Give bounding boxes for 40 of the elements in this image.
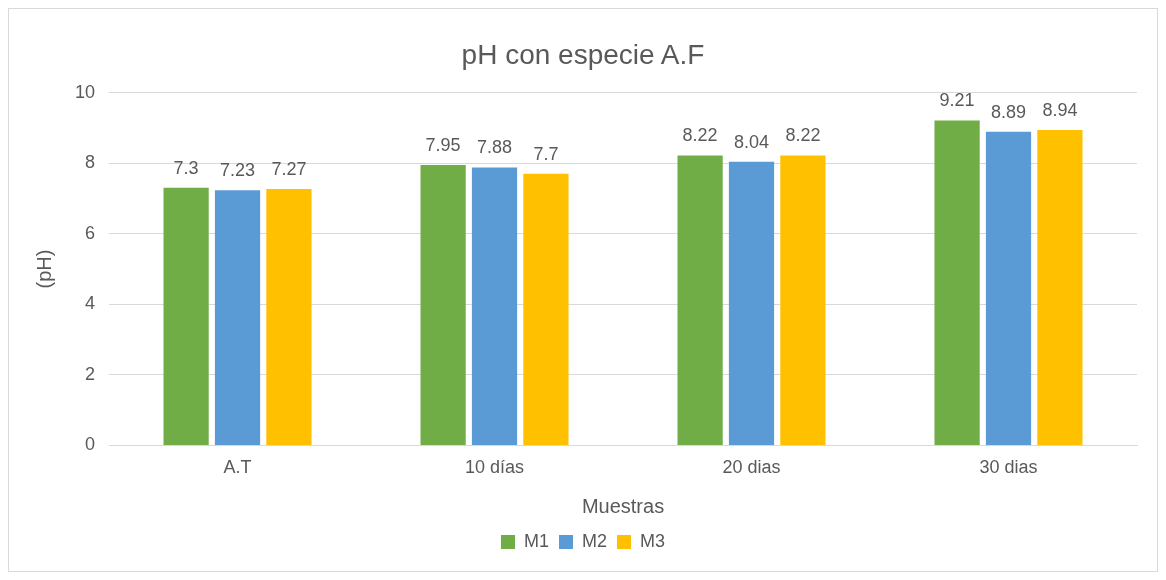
data-label: 7.23: [220, 160, 256, 181]
x-axis-title: Muestras: [581, 494, 665, 517]
bar: [163, 187, 209, 445]
bar: [934, 120, 980, 445]
bar: [523, 173, 569, 445]
data-label: 9.21: [939, 90, 975, 111]
x-tick-label: 10 días: [464, 457, 525, 478]
chart-title: pH con especie A.F: [461, 38, 705, 70]
data-label: 8.94: [1042, 99, 1078, 120]
bar: [420, 164, 466, 445]
x-tick-label: 30 dias: [979, 457, 1038, 478]
bar: [214, 190, 261, 445]
bar: [728, 161, 775, 445]
y-tick-label: 6: [85, 222, 96, 243]
data-label: 7.88: [476, 137, 513, 158]
bar: [471, 167, 518, 445]
data-label: 7.3: [173, 157, 199, 178]
data-label: 7.95: [425, 134, 461, 155]
bar: [1037, 130, 1083, 445]
y-tick-label: 0: [85, 434, 96, 455]
legend-label: M3: [640, 530, 666, 551]
data-label: 8.04: [733, 131, 770, 152]
x-tick-label: A.T: [223, 457, 252, 478]
bar: [780, 155, 826, 445]
y-tick-label: 4: [85, 293, 96, 314]
legend-label: M2: [582, 530, 608, 551]
data-label: 7.7: [533, 143, 559, 164]
bar: [985, 131, 1032, 445]
y-tick-label: 2: [85, 363, 96, 384]
data-label: 7.27: [271, 158, 307, 179]
bar: [677, 155, 723, 445]
y-axis-title: (pH): [32, 249, 55, 289]
legend-label: M1: [523, 530, 550, 551]
data-label: 8.22: [785, 125, 821, 146]
data-label: 8.22: [682, 125, 718, 146]
x-tick-label: 20 dias: [722, 457, 781, 478]
y-tick-label: 8: [85, 152, 96, 173]
data-label: 8.89: [990, 101, 1027, 122]
y-tick-label: 10: [74, 81, 96, 102]
bar: [266, 188, 312, 445]
